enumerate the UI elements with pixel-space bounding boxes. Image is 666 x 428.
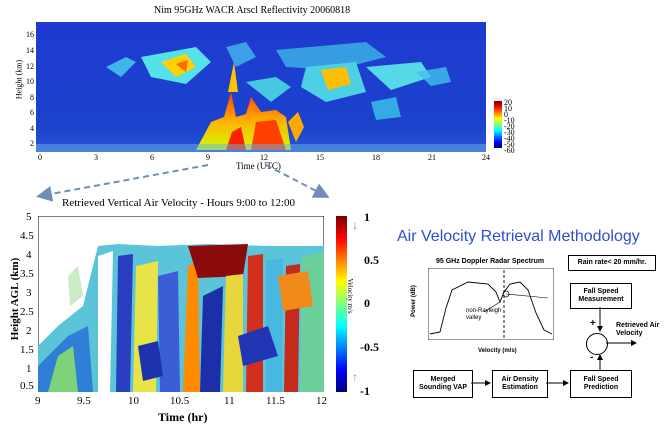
velocity-plot bbox=[38, 216, 324, 392]
fall-speed-prediction-box: Fall Speed Prediction bbox=[570, 370, 632, 398]
colorbar-label: -20 bbox=[504, 122, 515, 131]
top-xtick: 18 bbox=[372, 153, 380, 162]
colorbar-label: 20 bbox=[504, 98, 512, 107]
top-ytick: 6 bbox=[30, 108, 34, 117]
top-xtick: 0 bbox=[38, 153, 42, 162]
top-ytick: 16 bbox=[26, 30, 34, 39]
doppler-spectrum-plot bbox=[428, 268, 554, 340]
rain-rate-label: Rain rate< 20 mm/hr. bbox=[577, 258, 647, 266]
top-ytick: 2 bbox=[30, 139, 34, 148]
minus-sign: - bbox=[590, 352, 594, 363]
colorbar-down-arrow: ↑ bbox=[352, 370, 358, 384]
bottom-ytick: 1.5 bbox=[20, 344, 34, 356]
spectrum-xlabel: Velocity (m/s) bbox=[478, 348, 517, 354]
bottom-ytick: 0.5 bbox=[20, 380, 34, 392]
bottom-ytick: 5 bbox=[26, 211, 32, 223]
colorbar-label: -40 bbox=[504, 134, 515, 143]
top-xtick: 24 bbox=[482, 153, 490, 162]
colorbar-label: -30 bbox=[504, 128, 515, 137]
bottom-plot-title: Retrieved Vertical Air Velocity - Hours … bbox=[62, 197, 295, 209]
rain-rate-box: Rain rate< 20 mm/hr. bbox=[568, 255, 656, 271]
colorbar-label: -10 bbox=[504, 116, 515, 125]
bottom-ytick: 2.5 bbox=[20, 306, 34, 318]
velocity-colorbar bbox=[336, 216, 347, 392]
top-xtick: 9 bbox=[206, 153, 210, 162]
bottom-ytick: 3.5 bbox=[20, 268, 34, 280]
top-xtick: 12 bbox=[260, 153, 268, 162]
bottom-plot-xlabel: Time (hr) bbox=[158, 410, 208, 424]
top-xtick: 15 bbox=[316, 153, 324, 162]
top-plot-title: Nim 95GHz WACR Arscl Reflectivity 200608… bbox=[154, 5, 351, 16]
colorbar-label: 10 bbox=[504, 104, 512, 113]
bottom-xtick: 11 bbox=[224, 395, 235, 407]
bottom-xtick: 10 bbox=[128, 395, 139, 407]
bottom-xtick: 10.5 bbox=[170, 395, 190, 407]
bottom-ytick: 2 bbox=[26, 325, 32, 337]
top-ytick: 4 bbox=[30, 124, 34, 133]
velocity-tick: 0 bbox=[364, 296, 370, 310]
bottom-ytick: 1 bbox=[26, 363, 32, 375]
colorbar-label: -50 bbox=[504, 140, 515, 149]
bottom-ytick: 4 bbox=[26, 249, 32, 261]
velocity-tick: -1 bbox=[360, 384, 370, 398]
top-xtick: 6 bbox=[150, 153, 154, 162]
colorbar-label: -60 bbox=[504, 146, 515, 155]
colorbar-label: 0 bbox=[504, 110, 508, 119]
bottom-xtick: 9.5 bbox=[77, 395, 91, 407]
merged-sounding-box: Merged Sounding VAP bbox=[413, 370, 473, 398]
top-ytick: 14 bbox=[26, 46, 34, 55]
top-xtick: 3 bbox=[94, 153, 98, 162]
colorbar-up-arrow: ↓ bbox=[352, 218, 358, 232]
velocity-tick: -0.5 bbox=[360, 340, 379, 354]
velocity-tick: 1 bbox=[364, 210, 370, 224]
reflectivity-plot bbox=[36, 22, 486, 152]
velocity-tick: 0.5 bbox=[364, 253, 379, 267]
air-density-box: Air Density Estimation bbox=[492, 370, 548, 398]
top-ytick: 8 bbox=[30, 93, 34, 102]
bottom-ytick: 3 bbox=[26, 287, 32, 299]
retrieved-air-velocity-label: Retrieved Air Velocity bbox=[616, 322, 660, 338]
valley-label: non-Rayleigh valley bbox=[466, 308, 502, 322]
spectrum-title: 95 GHz Doppler Radar Spectrum bbox=[436, 258, 545, 265]
plus-sign: + bbox=[590, 318, 596, 329]
bottom-xtick: 12 bbox=[316, 395, 327, 407]
bottom-xtick: 11.5 bbox=[266, 395, 285, 407]
bottom-xtick: 9 bbox=[35, 395, 41, 407]
top-plot-xlabel: Time (UTC) bbox=[236, 161, 281, 171]
bottom-ytick: 4.5 bbox=[20, 230, 34, 242]
fall-speed-measurement-box: Fall Speed Measurement bbox=[570, 283, 632, 309]
methodology-heading: Air Velocity Retrieval Methodology bbox=[397, 228, 640, 245]
top-xtick: 21 bbox=[428, 153, 436, 162]
top-ytick: 12 bbox=[26, 62, 34, 71]
reflectivity-colorbar bbox=[494, 101, 502, 148]
top-ytick: 10 bbox=[26, 77, 34, 86]
